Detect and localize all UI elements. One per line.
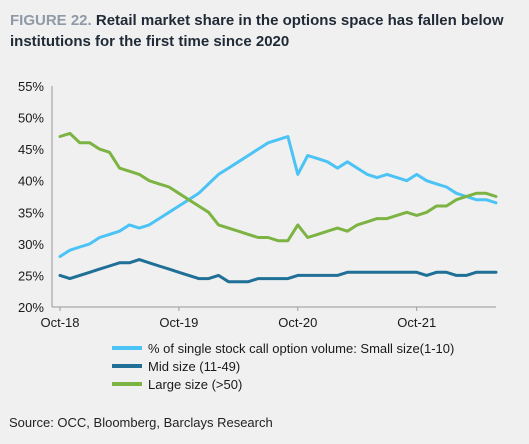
y-tick-label: 20% (18, 300, 44, 315)
y-tick-label: 40% (18, 174, 44, 189)
legend-item-large: Large size (>50) (112, 375, 454, 393)
legend-swatch-large (112, 382, 142, 386)
series-line-small (58, 135, 498, 258)
y-tick-label: 25% (18, 268, 44, 283)
legend-label-mid: Mid size (11-49) (148, 358, 241, 374)
legend-item-small: % of single stock call option volume: Sm… (112, 339, 454, 357)
legend-swatch-mid (112, 364, 142, 368)
series-line-large (58, 131, 498, 243)
legend-label-small: % of single stock call option volume: Sm… (148, 340, 455, 356)
legend-item-mid: Mid size (11-49) (112, 357, 454, 375)
y-tick-label: 45% (18, 142, 44, 157)
y-tick-label: 50% (18, 111, 44, 126)
title-text: Retail market share in the options space… (10, 12, 504, 50)
source-note: Source: OCC, Bloomberg, Barclays Researc… (9, 415, 273, 430)
x-tick-label: Oct-18 (40, 315, 79, 330)
x-tick-label: Oct-21 (397, 315, 436, 330)
y-tick-label: 30% (18, 237, 44, 252)
x-tick-label: Oct-20 (278, 315, 317, 330)
y-tick-label: 55% (18, 79, 44, 94)
x-tick-label: Oct-19 (159, 315, 198, 330)
chart-title: FIGURE 22. Retail market share in the op… (10, 10, 520, 52)
legend-swatch-small (112, 346, 142, 350)
legend-label-large: Large size (>50) (148, 376, 243, 392)
legend: % of single stock call option volume: Sm… (112, 339, 454, 393)
figure-number: FIGURE 22. (10, 12, 92, 29)
y-tick-label: 35% (18, 205, 44, 220)
series-line-mid (58, 258, 498, 284)
